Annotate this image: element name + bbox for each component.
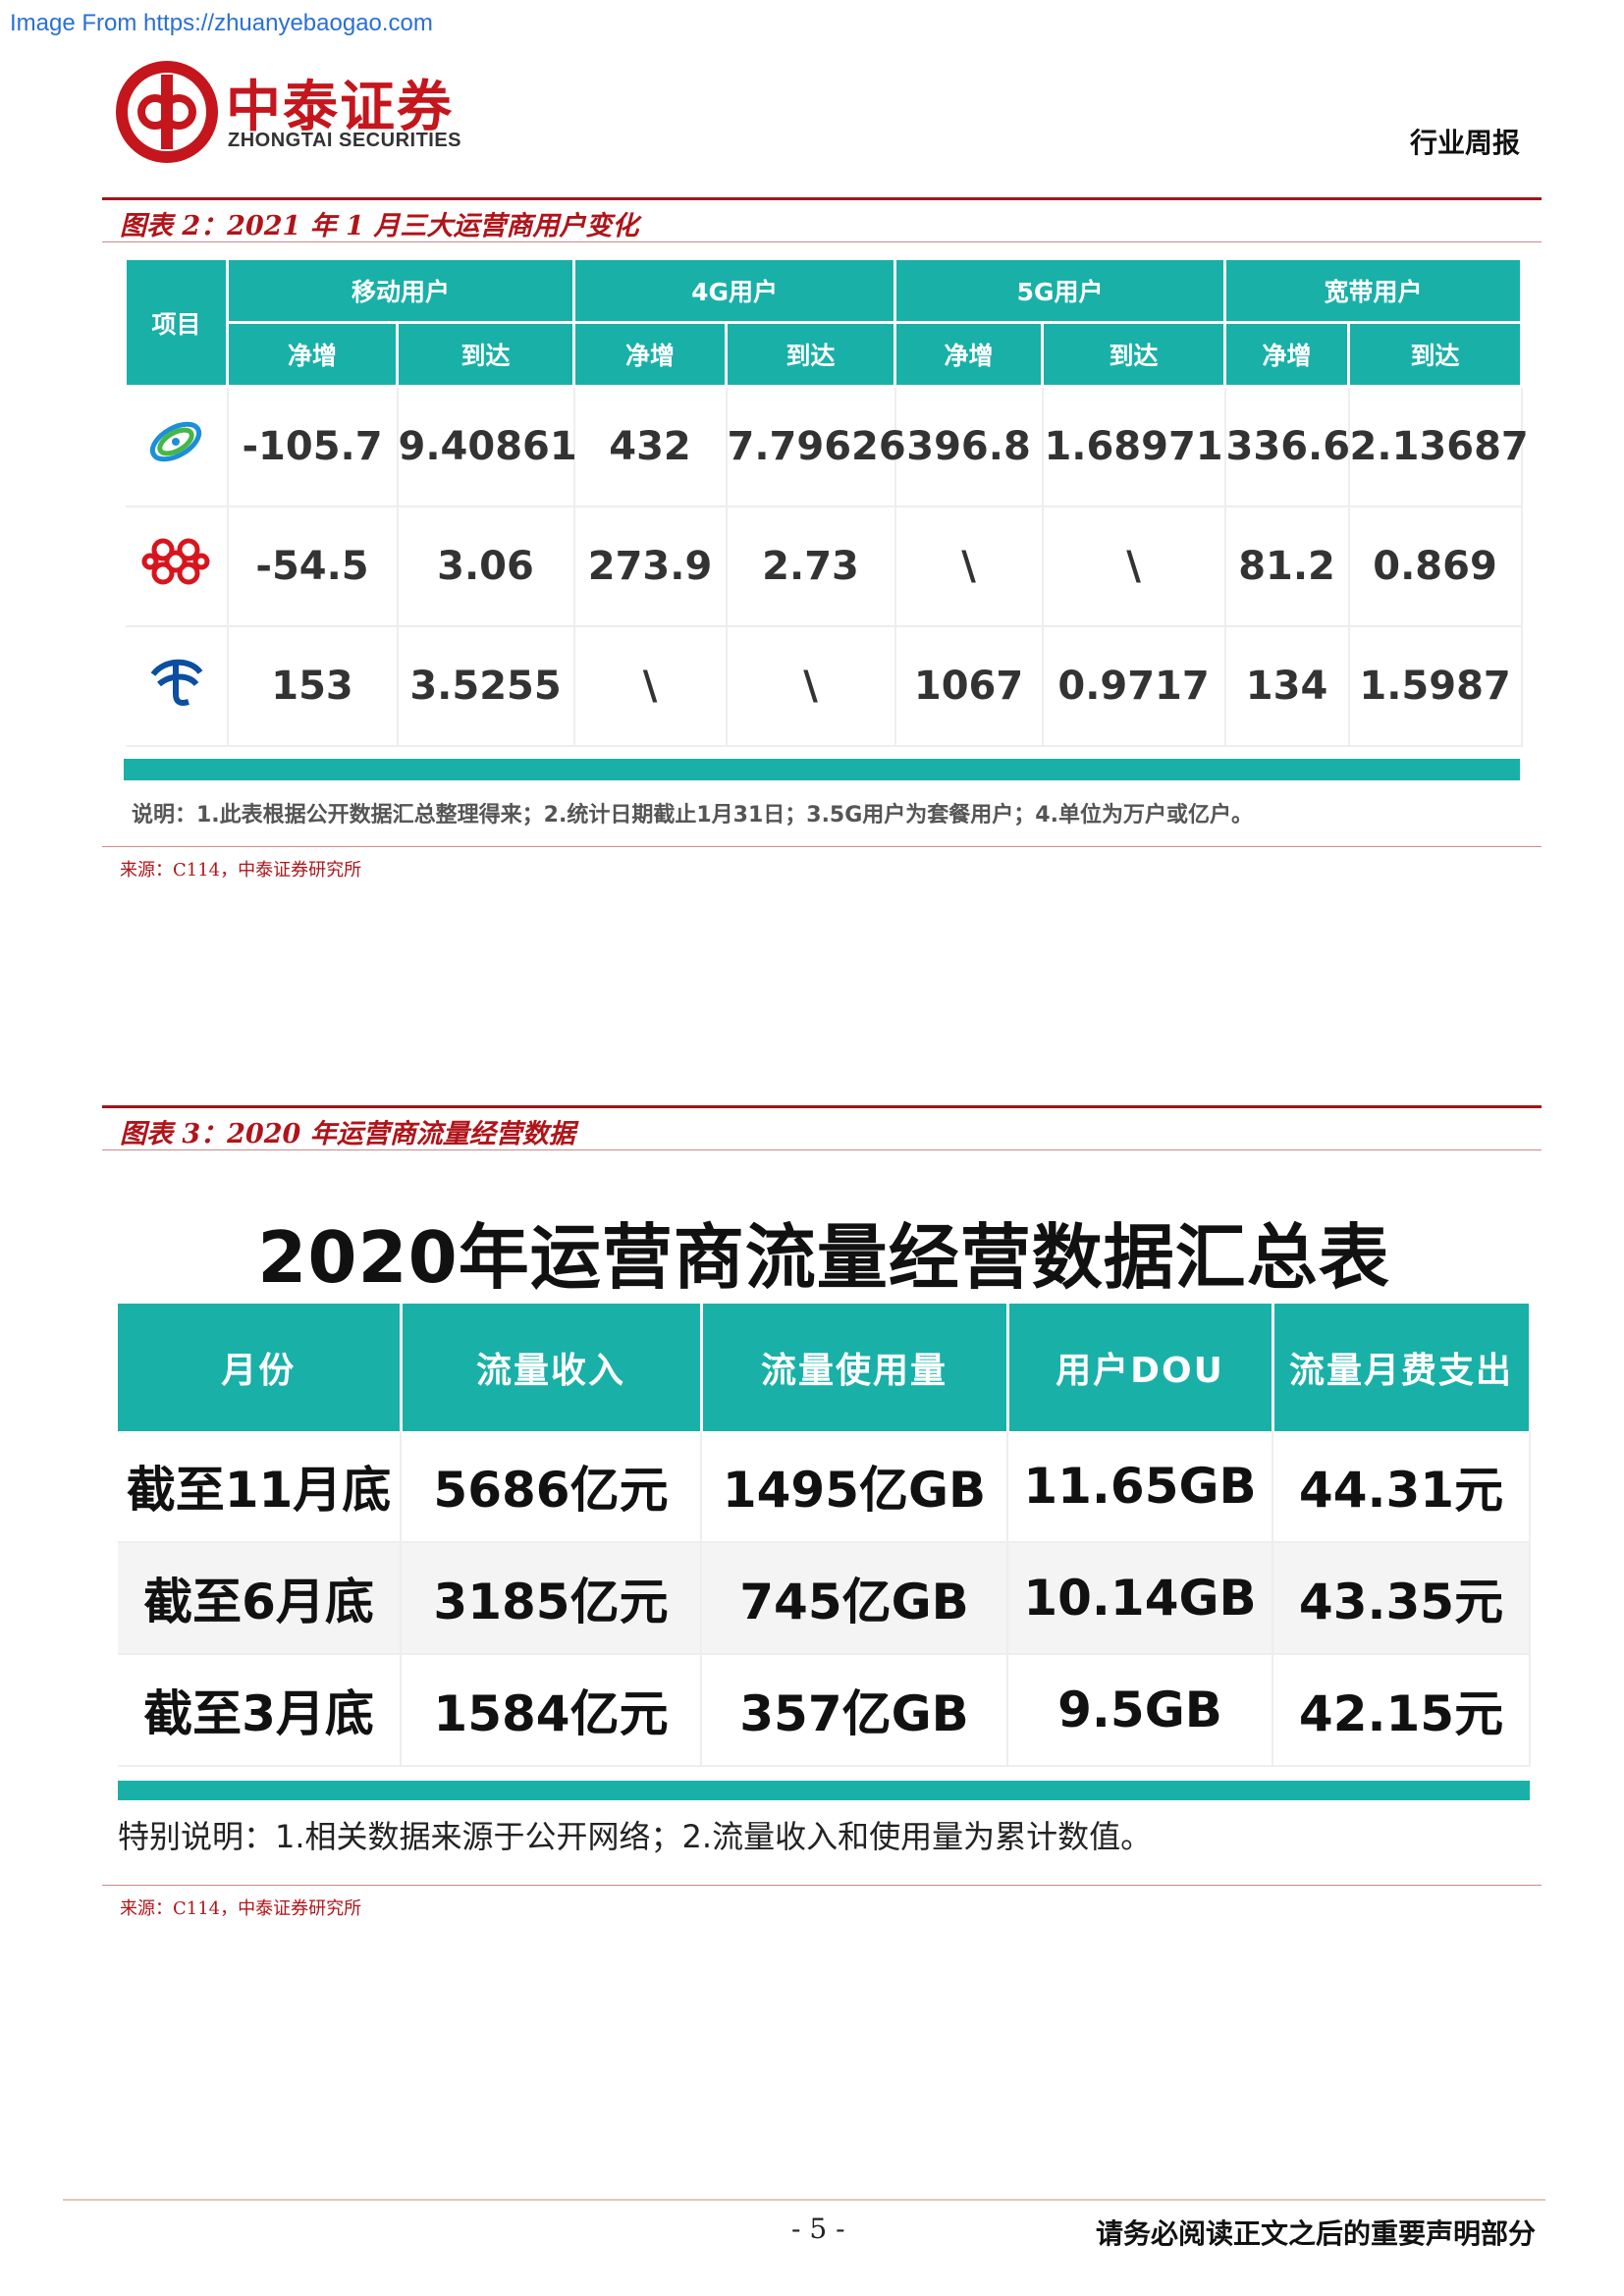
table-cell: 153 <box>227 626 399 747</box>
table-cell: 43.35元 <box>1272 1542 1531 1655</box>
table-cell: 11.65GB <box>1007 1431 1273 1543</box>
table-cell: 9.40861 <box>397 386 577 507</box>
group-header: 宽带用户 <box>1223 257 1524 324</box>
table-cell: 5686亿元 <box>401 1431 702 1543</box>
zhongtai-emblem-icon <box>116 61 218 163</box>
figure3-note: 特别说明：1.相关数据来源于公开网络；2.流量收入和使用量为累计数值。 <box>118 1818 1153 1855</box>
group-header: 4G用户 <box>572 257 897 324</box>
table-cell: 432 <box>573 386 728 507</box>
table-cell: 745亿GB <box>701 1542 1008 1655</box>
table-cell: 273.9 <box>573 507 728 627</box>
operator-users-table: 项目 移动用户 4G用户 5G用户 宽带用户 净增 到达 净增 到达 净增 到达… <box>124 257 1529 747</box>
table-cell: 42.15元 <box>1272 1654 1531 1767</box>
table-cell: \ <box>1042 507 1226 627</box>
table-cell: 1584亿元 <box>401 1654 702 1767</box>
table-cell: 1495亿GB <box>701 1431 1008 1543</box>
table-cell: 336.6 <box>1224 386 1350 507</box>
table-cell: 2.73 <box>726 507 896 627</box>
table-cell: 396.8 <box>894 386 1044 507</box>
table-row: 截至3月底 1584亿元 357亿GB 9.5GB 42.15元 <box>118 1654 1531 1767</box>
table-row-china-unicom: -54.5 3.06 273.9 2.73 \ \ 81.2 0.869 <box>125 507 1523 627</box>
subheader: 净增 <box>1223 321 1351 388</box>
figure2-title-bar: 图表 2：2021 年 1 月三大运营商用户变化 <box>102 197 1542 242</box>
table-cell: 截至6月底 <box>118 1542 402 1655</box>
footer-divider <box>63 2199 1545 2201</box>
figure3-heading: 2020年运营商流量经营数据汇总表 <box>257 1216 1390 1299</box>
figure3-title-bar: 图表 3：2020 年运营商流量经营数据 <box>102 1105 1542 1150</box>
table-cell: \ <box>726 626 896 747</box>
table-cell: \ <box>894 507 1044 627</box>
table-row: 截至6月底 3185亿元 745亿GB 10.14GB 43.35元 <box>118 1542 1531 1655</box>
table-cell: 3185亿元 <box>401 1542 702 1655</box>
column-header: 流量收入 <box>401 1304 703 1431</box>
table-cell: 44.31元 <box>1272 1431 1531 1543</box>
subheader: 净增 <box>226 321 399 388</box>
figure2-source: 来源：C114，中泰证券研究所 <box>120 860 362 881</box>
table-cell: 1.5987 <box>1348 626 1523 747</box>
table-row: 截至11月底 5686亿元 1495亿GB 11.65GB 44.31元 <box>118 1431 1531 1543</box>
column-header: 用户DOU <box>1007 1304 1274 1431</box>
table-cell: 1.68971 <box>1042 386 1226 507</box>
page-number: - 5 - <box>791 2213 845 2245</box>
figure2-title: 图表 2：2021 年 1 月三大运营商用户变化 <box>120 211 639 241</box>
table-cell: 1067 <box>894 626 1044 747</box>
footer-disclaimer: 请务必阅读正文之后的重要声明部分 <box>1095 2217 1536 2250</box>
zhongtai-logo: 中泰证券 ZHONGTAI SECURITIES <box>116 61 489 163</box>
table-cell: 357亿GB <box>701 1654 1008 1767</box>
subheader: 到达 <box>395 321 576 388</box>
column-header: 月份 <box>118 1304 403 1431</box>
subheader: 净增 <box>572 321 729 388</box>
table-cell: 0.9717 <box>1042 626 1226 747</box>
source-watermark-url: Image From https://zhuanyebaogao.com <box>10 10 433 36</box>
logo-text-cn: 中泰证券 <box>226 76 454 139</box>
table-cell: 3.06 <box>397 507 575 627</box>
figure2-note: 说明：1.此表根据公开数据汇总整理得来；2.统计日期截止1月31日；3.5G用户… <box>132 803 1253 828</box>
china-mobile-logo-icon <box>125 386 229 507</box>
logo-text-en: ZHONGTAI SECURITIES <box>228 130 462 151</box>
table-cell: 3.5255 <box>397 626 575 747</box>
subheader: 到达 <box>725 321 897 388</box>
item-header: 项目 <box>124 257 229 388</box>
table-cell: -54.5 <box>227 507 399 627</box>
report-type-label: 行业周报 <box>1409 127 1520 159</box>
table-row-china-telecom: 153 3.5255 \ \ 1067 0.9717 134 1.5987 <box>125 626 1523 747</box>
table-cell: 9.5GB <box>1007 1654 1273 1767</box>
subheader: 到达 <box>1347 321 1524 388</box>
table-cell: 0.869 <box>1348 507 1523 627</box>
table-cell: 10.14GB <box>1007 1542 1273 1655</box>
table-cell: 截至3月底 <box>118 1654 402 1767</box>
table-bottom-bar <box>118 1781 1530 1800</box>
figure3-title: 图表 3：2020 年运营商流量经营数据 <box>120 1119 575 1149</box>
column-header: 流量月费支出 <box>1272 1304 1532 1431</box>
china-telecom-logo-icon <box>125 626 229 747</box>
table-cell: 134 <box>1224 626 1350 747</box>
table-cell: \ <box>573 626 728 747</box>
table-cell: -105.7 <box>227 386 399 507</box>
table-cell: 81.2 <box>1224 507 1350 627</box>
table-cell: 截至11月底 <box>118 1431 402 1543</box>
column-header: 流量使用量 <box>701 1304 1009 1431</box>
table-cell: 7.79626 <box>726 386 906 507</box>
group-header: 移动用户 <box>225 257 576 324</box>
table-cell: 2.13687 <box>1348 386 1529 507</box>
traffic-data-table: 月份 流量收入 流量使用量 用户DOU 流量月费支出 截至11月底 5686亿元… <box>118 1304 1532 1767</box>
table-row-china-mobile: -105.7 9.40861 432 7.79626 396.8 1.68971… <box>125 386 1529 507</box>
subheader: 净增 <box>893 321 1045 388</box>
china-unicom-logo-icon <box>125 507 229 627</box>
table-bottom-bar <box>124 759 1520 780</box>
figure3-source: 来源：C114，中泰证券研究所 <box>120 1898 362 1919</box>
figure3-source-divider <box>102 1885 1542 1886</box>
subheader: 到达 <box>1041 321 1227 388</box>
figure2-table-image: 项目 移动用户 4G用户 5G用户 宽带用户 净增 到达 净增 到达 净增 到达… <box>124 257 1529 787</box>
figure3-table-image: 月份 流量收入 流量使用量 用户DOU 流量月费支出 截至11月底 5686亿元… <box>118 1304 1532 1800</box>
group-header: 5G用户 <box>893 257 1227 324</box>
figure2-source-divider <box>102 846 1542 847</box>
